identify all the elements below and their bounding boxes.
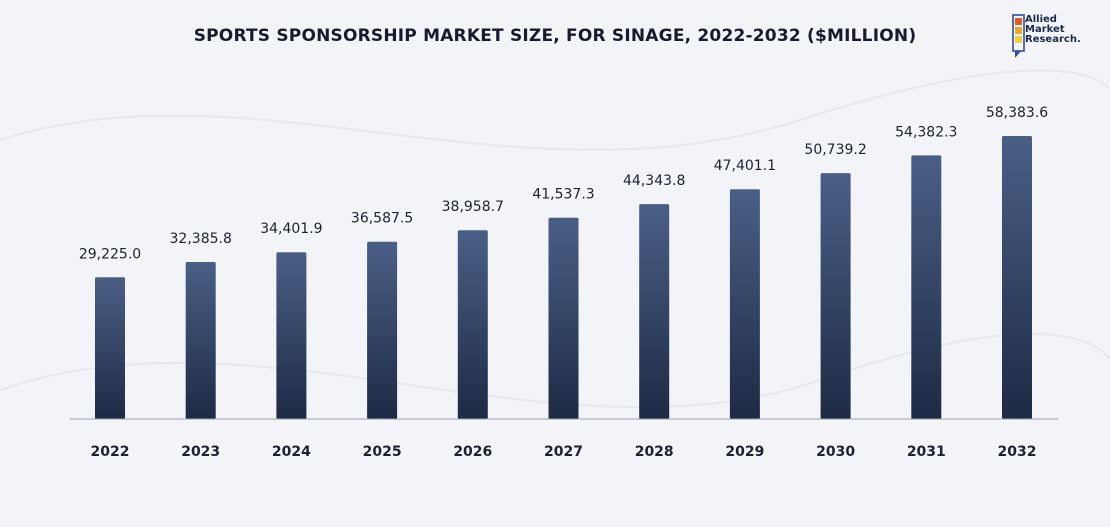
x-tick-label-2028: 2028 <box>635 444 674 460</box>
logo-line-2: Market <box>1025 24 1065 35</box>
x-tick-label-2025: 2025 <box>363 444 402 460</box>
bar-2024 <box>276 252 307 419</box>
value-label-2028: 44,343.8 <box>623 173 685 189</box>
chart-title: SPORTS SPONSORSHIP MARKET SIZE, FOR SINA… <box>193 26 917 46</box>
value-label-2027: 41,537.3 <box>532 187 594 203</box>
x-tick-label-2027: 2027 <box>544 444 583 460</box>
bar-series <box>95 136 1032 419</box>
bar-2030 <box>820 173 851 419</box>
value-label-2022: 29,225.0 <box>79 246 141 262</box>
logo-line-3: Research. <box>1025 34 1081 45</box>
value-label-2031: 54,382.3 <box>895 124 957 140</box>
x-tick-label-2022: 2022 <box>91 444 130 460</box>
value-label-2025: 36,587.5 <box>351 211 413 227</box>
allied-market-research-logo: Allied Market Research. <box>1012 14 1102 60</box>
bar-2032 <box>1002 136 1032 419</box>
x-tick-label-2030: 2030 <box>816 444 855 460</box>
value-label-2029: 47,401.1 <box>714 158 776 174</box>
value-label-2023: 32,385.8 <box>170 231 232 247</box>
bar-2031 <box>911 155 942 419</box>
logo-mark-icon <box>1012 14 1025 58</box>
x-tick-label-2031: 2031 <box>907 444 946 460</box>
x-tick-label-2024: 2024 <box>272 444 311 460</box>
bar-2028 <box>639 204 670 419</box>
x-tick-label-2029: 2029 <box>725 444 764 460</box>
value-label-2032: 58,383.6 <box>986 105 1048 121</box>
bar-2025 <box>367 241 398 419</box>
bar-2026 <box>457 230 488 419</box>
bar-2023 <box>185 262 216 419</box>
logo-line-1: Allied <box>1025 14 1057 25</box>
value-label-2030: 50,739.2 <box>804 142 866 158</box>
bar-2027 <box>548 217 579 419</box>
bar-2029 <box>729 189 760 419</box>
x-tick-label-2032: 2032 <box>998 444 1037 460</box>
x-tick-label-2023: 2023 <box>181 444 220 460</box>
x-tick-label-2026: 2026 <box>453 444 492 460</box>
bar-2022 <box>95 277 125 419</box>
x-tick-labels: 2022 2023 2024 2025 2026 2027 2028 2029 2030 2031… <box>91 444 1037 460</box>
value-label-2024: 34,401.9 <box>260 221 322 237</box>
value-labels: 29,225.0 32,385.8 34,401.9 36,587.5 38,958.7… <box>79 105 1048 262</box>
value-label-2026: 38,958.7 <box>442 199 504 215</box>
